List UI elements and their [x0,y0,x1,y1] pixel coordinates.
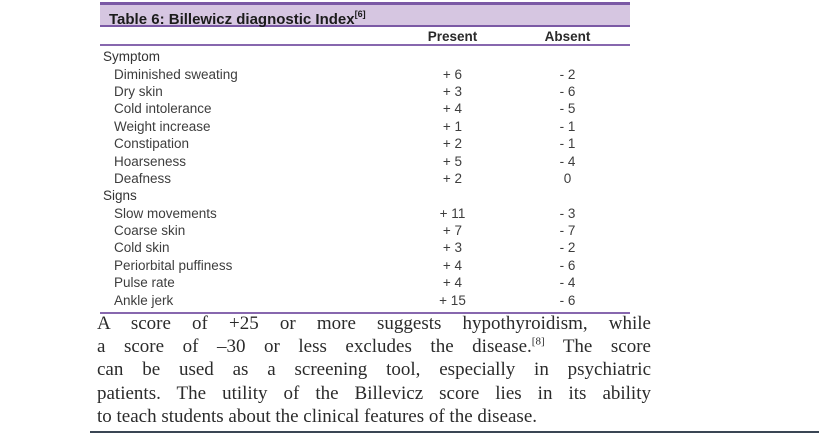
present-value: + 6 [442,66,463,82]
absent-value: - 4 [559,275,576,291]
absent-value: 0 [563,170,572,186]
absent-value: - 6 [559,83,576,99]
table-row: Coarse skin + 7 - 7 [100,222,630,239]
row-label: Cold intolerance [114,101,212,117]
section-header-row: Signs [100,187,630,204]
row-label: Constipation [114,136,190,152]
table-header-row: Present Absent [100,27,630,46]
table-title-reference: [6] [354,9,366,19]
absent-value: - 1 [559,118,576,134]
section-name: Signs [103,188,137,204]
absent-value: - 2 [559,240,576,256]
table-row: Constipation + 2 - 1 [100,135,630,152]
row-label: Diminished sweating [114,66,238,82]
table-row: Diminished sweating + 6 - 2 [100,65,630,82]
present-value: + 1 [442,118,463,134]
row-label: Periorbital puffiness [114,257,233,273]
present-value: + 7 [442,223,463,239]
table-row: Ankle jerk + 15 - 6 [100,291,630,308]
absent-value: - 1 [559,136,576,152]
table-row: Cold intolerance + 4 - 5 [100,100,630,117]
table-title: Table 6: Billewicz diagnostic Index [109,11,355,28]
bottom-page-rule [90,431,819,433]
table-row: Periorbital puffiness + 4 - 6 [100,257,630,274]
row-label: Cold skin [114,240,170,256]
row-label: Hoarseness [114,153,187,169]
absent-value: - 4 [559,153,576,169]
present-value: + 11 [439,205,466,221]
row-label: Deafness [114,170,172,186]
present-value: + 4 [442,101,463,117]
absent-value: - 7 [559,223,576,239]
absent-value: - 6 [559,292,576,308]
absent-value: - 3 [559,205,576,221]
table-row: Dry skin + 3 - 6 [100,83,630,100]
paragraph-text: The score [544,336,651,358]
column-header-absent: Absent [544,29,591,44]
table-row: Cold skin + 3 - 2 [100,239,630,256]
table-row: Slow movements + 11 - 3 [100,205,630,222]
row-label: Weight increase [114,118,211,134]
absent-value: - 5 [559,101,576,117]
paragraph-line: A score of +25 or more suggests hypothyr… [97,313,651,334]
present-value: + 3 [442,83,463,99]
present-value: + 4 [442,257,463,273]
table-title-bar: Table 6: Billewicz diagnostic Index[6] [100,2,630,28]
section-header-row: Symptom [100,48,630,65]
row-label: Coarse skin [114,223,186,239]
table-body: Symptom Diminished sweating + 6- 2 Dry skin… [100,46,630,314]
citation-reference: [8] [531,335,545,348]
paragraph-line: can be used as a screening tool, especia… [97,359,651,381]
row-label: Dry skin [114,83,163,99]
absent-value: - 6 [559,257,576,273]
table-row: Weight increase + 1 - 1 [100,118,630,135]
present-value: + 2 [442,170,463,186]
present-value: + 2 [442,136,463,152]
billewicz-table: Table 6: Billewicz diagnostic Index[6] P… [100,2,630,314]
row-label: Slow movements [114,205,217,221]
body-paragraph: A score of +25 or more suggests hypothyr… [97,312,651,428]
present-value: + 15 [439,292,466,308]
present-value: + 3 [442,240,463,256]
present-value: + 4 [442,275,463,291]
paragraph-text: a score of –30 or less excludes the dise… [97,336,532,358]
paragraph-line: a score of –30 or less excludes the dise… [97,335,651,358]
row-label: Ankle jerk [114,292,174,308]
section-name: Symptom [103,49,161,65]
row-label: Pulse rate [114,275,175,291]
present-value: + 5 [442,153,463,169]
table-row: Hoarseness + 5 - 4 [100,152,630,169]
paragraph-line: to teach students about the clinical fea… [97,405,538,427]
column-header-present: Present [427,29,478,44]
table-row: Pulse rate + 4 - 4 [100,274,630,291]
paragraph-line: patients. The utility of the Billevicz s… [97,382,651,404]
absent-value: - 2 [559,66,576,82]
table-row: Deafness + 2 0 [100,170,630,187]
